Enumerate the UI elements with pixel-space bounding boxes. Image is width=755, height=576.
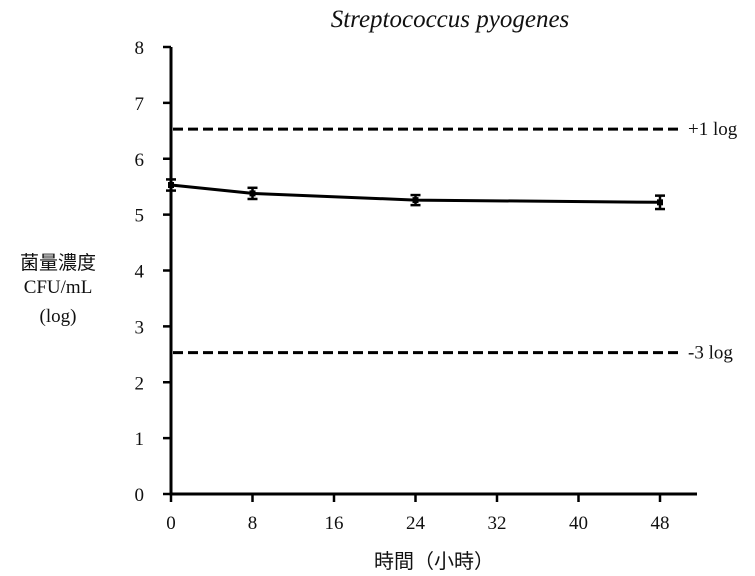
reference-line-label: +1 log: [688, 119, 738, 140]
y-tick-label: 7: [135, 94, 145, 115]
data-point: [657, 199, 663, 206]
y-axis-label-line: CFU/mL: [24, 277, 93, 298]
y-tick-label: 6: [135, 150, 145, 171]
reference-lines: +1 log -3 log: [173, 119, 738, 364]
y-tick-label: 0: [135, 485, 145, 506]
data-point: [249, 190, 256, 197]
y-tick-label: 5: [135, 206, 145, 227]
x-ticks: 0 8 16 24 32 40 48: [166, 494, 670, 534]
series: [166, 178, 665, 211]
reference-line-label: -3 log: [688, 343, 733, 364]
data-point: [412, 197, 419, 204]
data-point: [168, 182, 174, 189]
x-tick-label: 24: [406, 513, 426, 534]
y-tick-label: 1: [135, 429, 145, 450]
x-tick-label: 8: [248, 513, 258, 534]
y-ticks: 0 1 2 3 4 5 6 7 8: [135, 38, 171, 506]
chart-title: Streptococcus pyogenes: [331, 6, 570, 33]
y-tick-label: 4: [135, 262, 145, 283]
x-tick-label: 32: [488, 513, 507, 534]
series-line: [170, 183, 661, 204]
y-axis-label-line: (log): [40, 306, 77, 327]
y-axis-label: 菌量濃度 CFU/mL (log): [20, 252, 96, 327]
y-tick-label: 3: [135, 317, 145, 338]
x-tick-label: 0: [166, 513, 176, 534]
x-tick-label: 40: [569, 513, 588, 534]
x-tick-label: 16: [325, 513, 344, 534]
x-axis-label: 時間（小時）: [374, 550, 494, 573]
y-axis-label-line: 菌量濃度: [20, 252, 96, 274]
x-tick-label: 48: [651, 513, 670, 534]
y-tick-label: 8: [135, 38, 145, 59]
y-tick-label: 2: [135, 373, 145, 394]
